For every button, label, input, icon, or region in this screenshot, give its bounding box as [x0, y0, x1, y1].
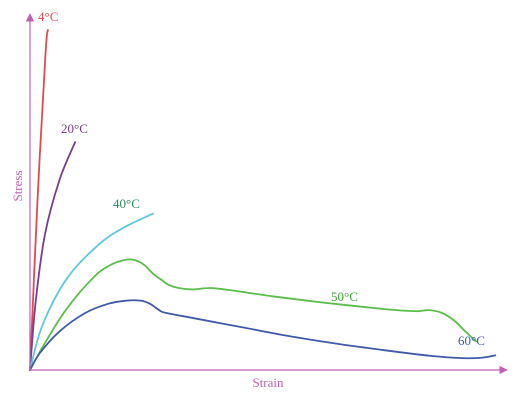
series-layer: [29, 29, 497, 371]
curve-label-50c: 50°C: [331, 289, 358, 304]
series-line-4c: [29, 29, 49, 371]
curve-label-20c: 20°C: [61, 121, 88, 136]
series-line-60c: [29, 299, 497, 371]
series-line-20c: [29, 141, 77, 371]
series-line-50c: [29, 258, 477, 371]
y-axis-title: Stress: [10, 170, 25, 201]
series-line-40c: [29, 212, 155, 371]
curve-label-4c: 4°C: [38, 9, 58, 24]
curve-label-60c: 60°C: [458, 333, 485, 348]
x-axis-title: Strain: [252, 375, 284, 390]
curve-label-40c: 40°C: [113, 196, 140, 211]
